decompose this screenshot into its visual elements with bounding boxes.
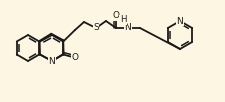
Text: S: S [93,23,99,33]
Text: N: N [176,17,182,26]
Text: N: N [48,57,55,65]
Text: N: N [124,23,131,33]
Text: O: O [112,12,119,21]
Text: O: O [72,53,78,62]
Text: H: H [119,16,126,24]
